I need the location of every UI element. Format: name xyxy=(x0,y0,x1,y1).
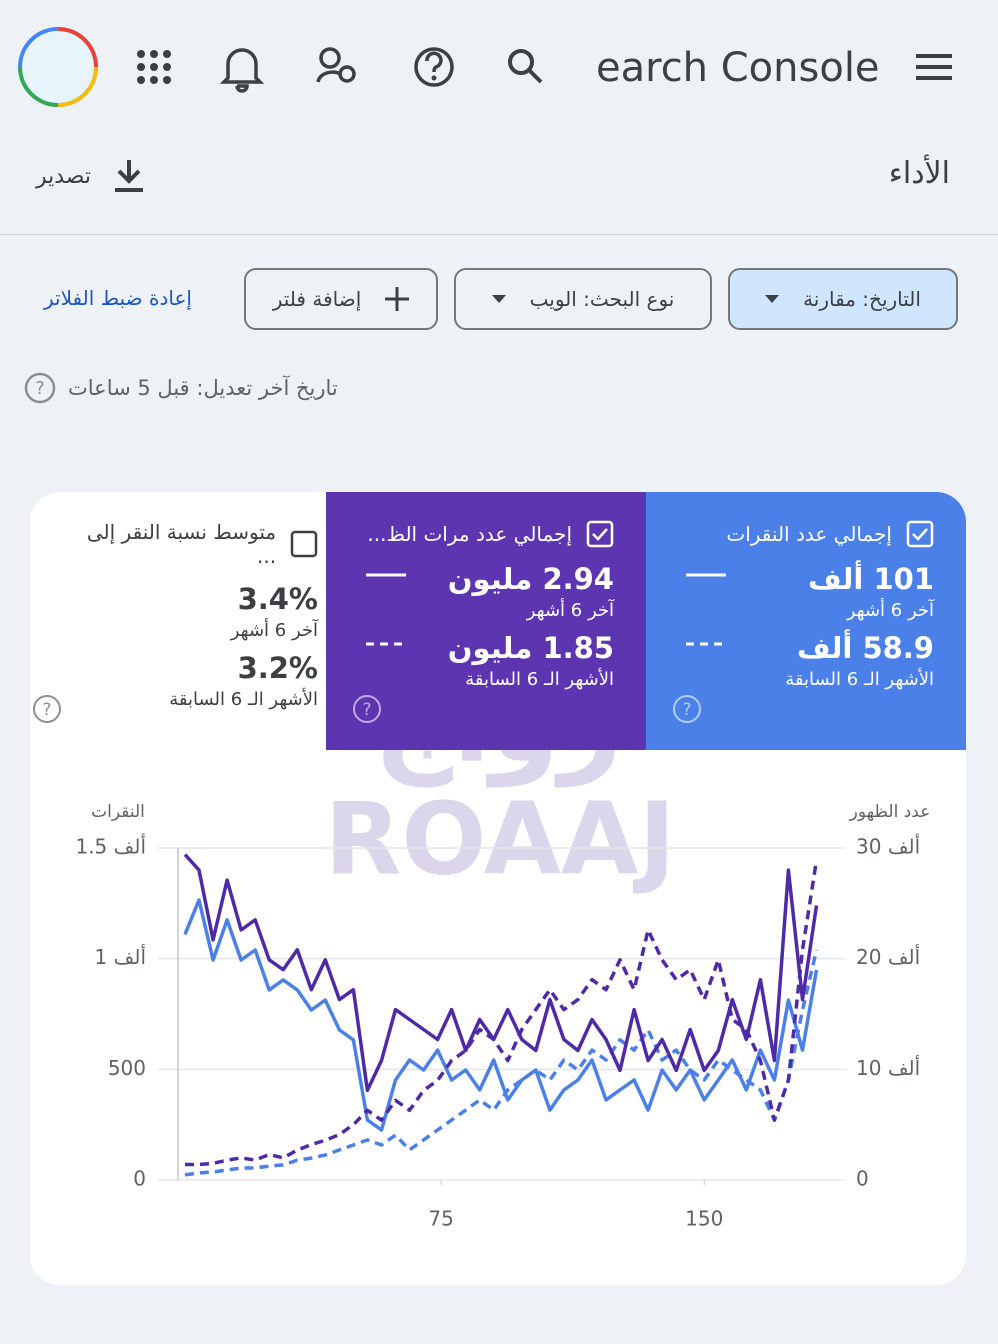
last-updated: ? تاريخ آخر تعديل: قبل 5 ساعات xyxy=(24,372,338,404)
y2-tick-label: 20 ألف xyxy=(856,944,920,969)
y-tick-label: 500 xyxy=(108,1056,146,1080)
y-tick-label: 1 ألف xyxy=(95,944,146,969)
divider xyxy=(0,234,998,235)
add-filter[interactable]: إضافة فلتر xyxy=(244,268,438,330)
metric-title: إجمالي عدد النقرات xyxy=(726,522,892,546)
metric-previous: 1.85 مليون xyxy=(447,631,614,665)
metric-previous-label: الأشهر الـ 6 السابقة xyxy=(465,669,614,690)
metric-previous: 58.9 ألف xyxy=(796,631,934,665)
y-tick-label: 1.5 ألف xyxy=(75,834,146,859)
metric-current: 101 ألف xyxy=(807,562,934,596)
y-tick-label: 0 xyxy=(133,1167,146,1191)
previous-line-key xyxy=(366,642,406,646)
checkbox[interactable] xyxy=(290,530,318,558)
svg-text:?: ? xyxy=(362,700,371,720)
export-label: تصدير xyxy=(36,163,92,189)
previous-line xyxy=(185,859,819,1167)
metric-previous-label: الأشهر الـ 6 السابقة xyxy=(785,669,934,690)
current-line-key xyxy=(686,573,726,577)
watermark-arabic: رواج xyxy=(374,750,623,787)
help-icon[interactable]: ? xyxy=(32,694,62,724)
export-button[interactable]: تصدير xyxy=(36,158,145,194)
date-filter[interactable]: التاريخ: مقارنة xyxy=(728,268,958,330)
plus-icon xyxy=(385,287,410,311)
avatar-ring xyxy=(57,27,98,68)
y2-tick-label: 10 ألف xyxy=(856,1055,920,1080)
settings-icon[interactable] xyxy=(316,47,356,83)
search-icon[interactable] xyxy=(508,49,543,84)
y2-axis-title: عدد الظهور xyxy=(849,802,931,822)
metric-title: إجمالي عدد مرات الظ... xyxy=(367,522,572,546)
avatar-ring xyxy=(18,66,59,107)
checkbox-checked[interactable] xyxy=(906,520,934,548)
metric-previous: 3.2% xyxy=(237,651,318,685)
y-axis-title: النقرات xyxy=(91,802,145,822)
checkbox-checked[interactable] xyxy=(586,520,614,548)
svg-text:?: ? xyxy=(35,378,45,399)
date-filter-label: التاريخ: مقارنة xyxy=(803,287,921,311)
y2-tick-label: 30 ألف xyxy=(856,834,920,859)
x-tick-label: 150 xyxy=(685,1207,723,1231)
chart: رواج ROAAJ النقرات عدد الظهور 0 500 1 ألف 1… xyxy=(75,750,931,1231)
download-icon xyxy=(115,160,144,192)
current-line-key xyxy=(366,573,406,577)
watermark-latin: ROAAJ xyxy=(324,780,675,897)
current-line xyxy=(183,898,819,1132)
metric-tab[interactable]: إجمالي عدد النقرات 101 ألف آخر 6 أشهر 58… xyxy=(646,492,966,750)
svg-text:?: ? xyxy=(42,700,51,720)
metric-current: 3.4% xyxy=(237,582,318,616)
x-tick-label: 75 xyxy=(428,1207,453,1231)
page-title: الأداء xyxy=(888,156,950,191)
metric-tab[interactable]: إجمالي عدد مرات الظ... 2.94 مليون آخر 6 … xyxy=(326,492,646,750)
previous-line-key xyxy=(686,642,726,646)
app-title: earch Console xyxy=(596,45,880,91)
dropdown-arrow xyxy=(491,295,506,303)
help-icon[interactable]: ? xyxy=(24,372,56,404)
search-type-label: نوع البحث: الويب xyxy=(529,287,675,311)
metric-current-label: آخر 6 أشهر xyxy=(846,600,934,621)
avatar-ring xyxy=(57,66,98,107)
dropdown-arrow xyxy=(765,295,780,303)
metric-title: متوسط نسبة النقر إلى ... xyxy=(86,520,277,568)
help-icon[interactable]: ? xyxy=(672,694,702,724)
metric-current: 2.94 مليون xyxy=(447,562,614,596)
apps-icon[interactable] xyxy=(137,50,171,84)
reset-filters[interactable]: إعادة ضبط الفلاتر xyxy=(44,286,192,310)
previous-line xyxy=(184,949,819,1177)
add-filter-label: إضافة فلتر xyxy=(272,287,362,311)
help-icon[interactable]: ? xyxy=(352,694,382,724)
metric-previous-label: الأشهر الـ 6 السابقة xyxy=(169,689,318,710)
current-line xyxy=(183,853,819,1093)
metric-current-label: آخر 6 أشهر xyxy=(526,600,614,621)
last-updated-text: تاريخ آخر تعديل: قبل 5 ساعات xyxy=(68,376,338,400)
notifications-icon[interactable] xyxy=(219,48,265,93)
y2-tick-label: 0 xyxy=(856,1167,869,1191)
search-type-filter[interactable]: نوع البحث: الويب xyxy=(454,268,712,330)
top-bar: earch Console xyxy=(18,27,952,107)
metric-tab[interactable]: متوسط نسبة النقر إلى ... 3.4% آخر 6 أشهر… xyxy=(30,492,350,750)
metric-current-label: آخر 6 أشهر xyxy=(230,620,318,641)
menu-icon[interactable] xyxy=(916,54,952,80)
svg-text:?: ? xyxy=(682,700,691,720)
help-icon[interactable] xyxy=(414,47,454,87)
